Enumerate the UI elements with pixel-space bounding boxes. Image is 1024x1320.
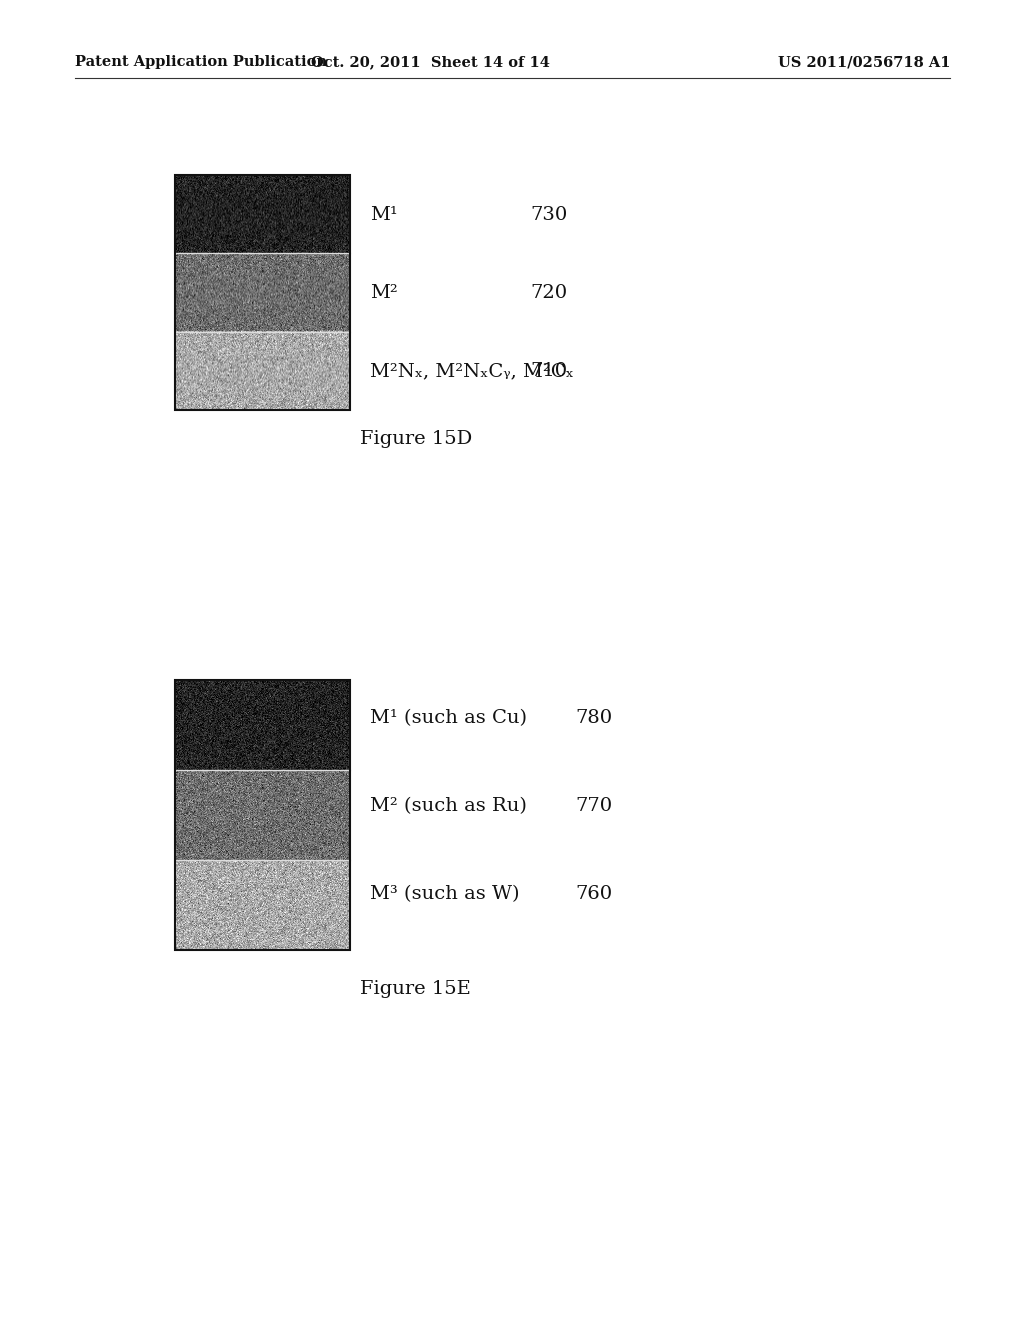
Text: 730: 730	[530, 206, 567, 224]
Bar	[175, 176, 350, 411]
Text: 720: 720	[530, 284, 567, 302]
Text: 770: 770	[575, 797, 612, 814]
Text: Figure 15D: Figure 15D	[360, 430, 472, 447]
Bar	[175, 680, 350, 950]
Text: Patent Application Publication: Patent Application Publication	[75, 55, 327, 69]
Text: M¹: M¹	[370, 206, 397, 224]
Text: M² (such as Ru): M² (such as Ru)	[370, 797, 527, 814]
Text: 780: 780	[575, 709, 612, 727]
Text: M³ (such as W): M³ (such as W)	[370, 884, 519, 903]
Text: US 2011/0256718 A1: US 2011/0256718 A1	[777, 55, 950, 69]
Text: 760: 760	[575, 884, 612, 903]
Text: M¹ (such as Cu): M¹ (such as Cu)	[370, 709, 527, 727]
Text: M²Nₓ, M²NₓCᵧ, M²Cₓ: M²Nₓ, M²NₓCᵧ, M²Cₓ	[370, 362, 573, 380]
Text: Figure 15E: Figure 15E	[360, 979, 471, 998]
Text: 710: 710	[530, 362, 567, 380]
Text: M²: M²	[370, 284, 397, 302]
Text: Oct. 20, 2011  Sheet 14 of 14: Oct. 20, 2011 Sheet 14 of 14	[310, 55, 550, 69]
